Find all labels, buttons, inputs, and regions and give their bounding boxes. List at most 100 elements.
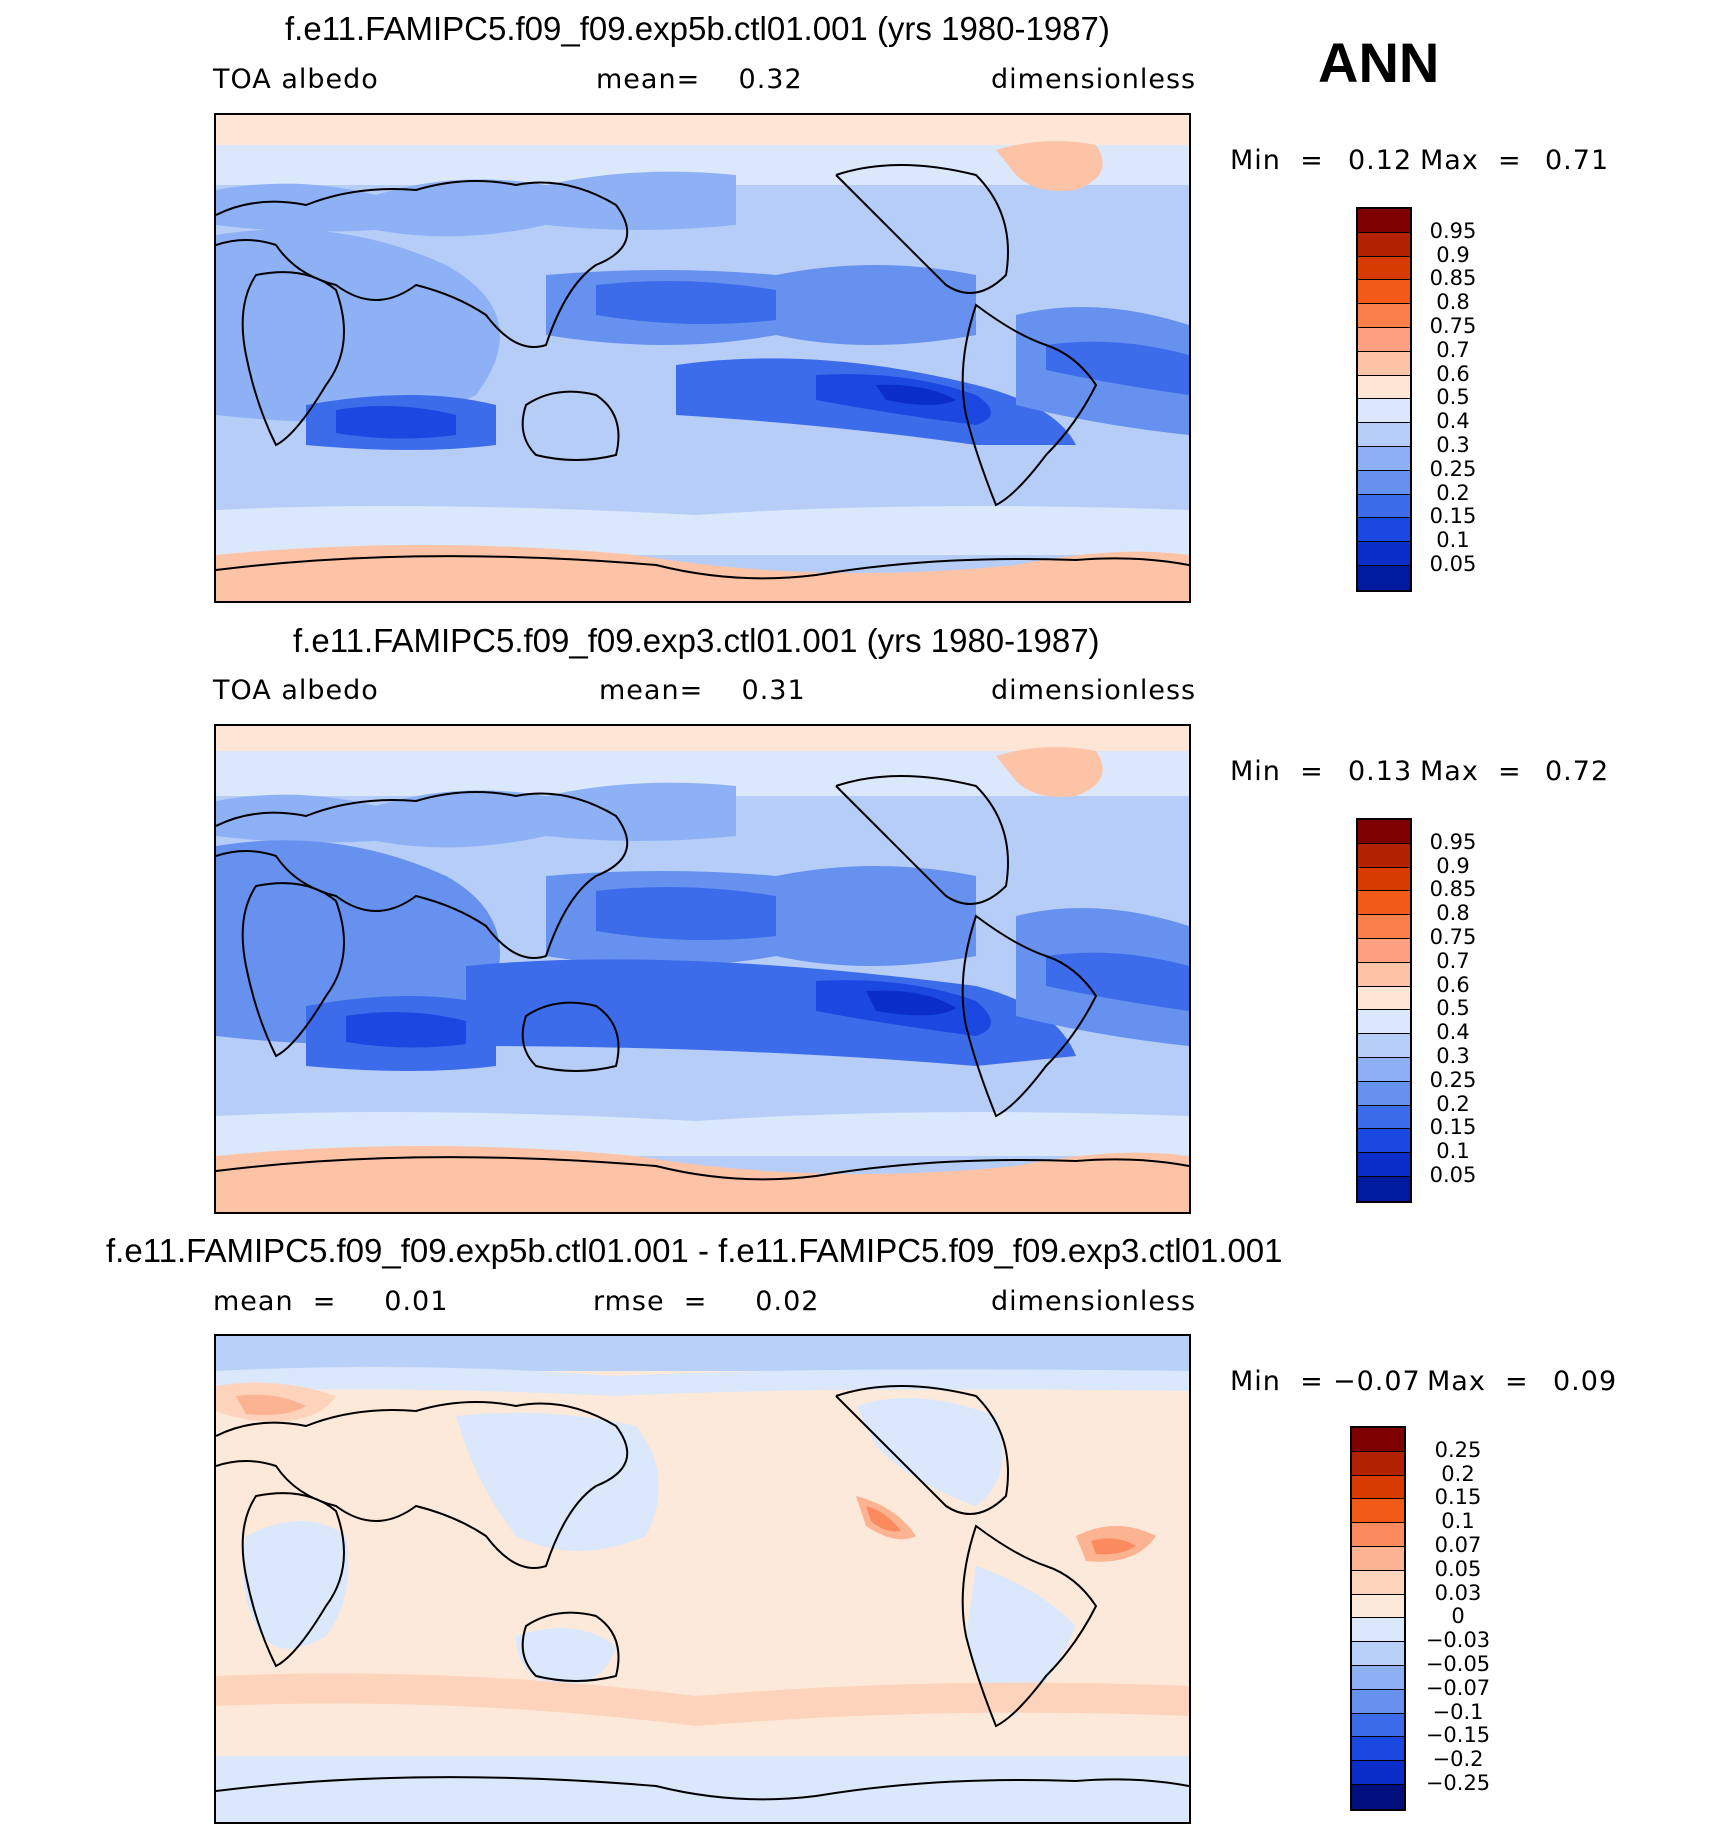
- colorbar-swatch: [1358, 938, 1410, 963]
- colorbar-swatch: [1358, 867, 1410, 892]
- colorbar-swatch: [1358, 1153, 1410, 1177]
- colorbar-tick-label: 0.05: [1434, 1556, 1482, 1581]
- colorbar-swatch: [1358, 232, 1410, 257]
- colorbar-swatch: [1358, 542, 1410, 566]
- colorbar-swatch: [1358, 1176, 1410, 1201]
- colorbar-tick-label: 0.07: [1434, 1533, 1482, 1557]
- colorbar-tick-label: 0.1: [1436, 1139, 1470, 1164]
- colorbar-tick-label: 0: [1451, 1604, 1465, 1629]
- panel1-max-value: 0.71: [1545, 145, 1610, 176]
- colorbar-swatch: [1358, 494, 1410, 519]
- panel2-variable-label: TOA albedo: [213, 675, 379, 706]
- panel1-colorbar: [1356, 207, 1412, 592]
- colorbar-swatch: [1358, 327, 1410, 352]
- colorbar-swatch: [1352, 1451, 1404, 1476]
- colorbar-swatch: [1358, 820, 1410, 844]
- colorbar-tick-label: 0.85: [1429, 877, 1477, 902]
- colorbar-swatch: [1352, 1665, 1404, 1690]
- colorbar-tick-label: 0.15: [1429, 1115, 1477, 1140]
- colorbar-tick-label: −0.25: [1425, 1771, 1491, 1795]
- colorbar-tick-label: 0.75: [1429, 314, 1477, 338]
- colorbar-tick-label: 0.25: [1429, 1067, 1477, 1092]
- colorbar-swatch: [1352, 1689, 1404, 1714]
- panel2-map: [214, 724, 1191, 1214]
- colorbar-swatch: [1352, 1499, 1404, 1524]
- panel1-max-label: Max =: [1420, 145, 1522, 176]
- colorbar-swatch: [1358, 470, 1410, 495]
- colorbar-swatch: [1352, 1523, 1404, 1547]
- panel3-rmse-label: rmse = 0.02: [593, 1286, 820, 1317]
- panel2-min-value: 0.13: [1348, 756, 1413, 787]
- colorbar-swatch: [1358, 351, 1410, 376]
- panel2-mean-label: mean= 0.31: [599, 675, 806, 706]
- colorbar-tick-label: 0.85: [1429, 266, 1477, 291]
- colorbar-swatch: [1358, 843, 1410, 868]
- panel3-min-value: −0.07: [1333, 1366, 1421, 1397]
- colorbar-tick-label: 0.8: [1436, 901, 1470, 926]
- colorbar-swatch: [1352, 1737, 1404, 1762]
- colorbar-swatch: [1358, 1057, 1410, 1082]
- colorbar-tick-label: 0.4: [1436, 409, 1470, 434]
- colorbar-tick-label: 0.75: [1429, 925, 1477, 949]
- colorbar-swatch: [1352, 1546, 1404, 1571]
- colorbar-tick-label: 0.2: [1436, 480, 1470, 505]
- panel3-units-label: dimensionless: [991, 1286, 1197, 1317]
- colorbar-tick-label: 0.1: [1436, 528, 1470, 553]
- colorbar-tick-label: 0.25: [1429, 456, 1477, 481]
- colorbar-swatch: [1358, 891, 1410, 916]
- colorbar-tick-label: −0.07: [1425, 1675, 1491, 1700]
- panel1-units-label: dimensionless: [991, 64, 1197, 95]
- colorbar-tick-label: −0.15: [1425, 1723, 1491, 1748]
- colorbar-swatch: [1358, 375, 1410, 400]
- colorbar-tick-label: 0.2: [1436, 1091, 1470, 1116]
- colorbar-swatch: [1358, 280, 1410, 305]
- colorbar-tick-label: 0.9: [1436, 853, 1470, 878]
- colorbar-tick-label: −0.1: [1432, 1699, 1484, 1724]
- colorbar-tick-label: 0.2: [1441, 1461, 1475, 1486]
- panel1-variable-label: TOA albedo: [213, 64, 379, 95]
- colorbar-tick-label: 0.95: [1429, 829, 1477, 854]
- colorbar-swatch: [1358, 256, 1410, 281]
- season-label: ANN: [1318, 31, 1440, 94]
- colorbar-swatch: [1358, 304, 1410, 328]
- colorbar-swatch: [1352, 1594, 1404, 1619]
- colorbar-tick-label: 0.9: [1436, 242, 1470, 267]
- panel3-mean-label: mean = 0.01: [213, 1286, 449, 1317]
- colorbar-swatch: [1358, 209, 1410, 233]
- colorbar-tick-label: 0.4: [1436, 1020, 1470, 1045]
- colorbar-tick-label: 0.8: [1436, 290, 1470, 315]
- colorbar-tick-label: −0.05: [1425, 1652, 1491, 1676]
- colorbar-swatch: [1352, 1784, 1404, 1809]
- colorbar-swatch: [1358, 399, 1410, 424]
- colorbar-swatch: [1358, 1129, 1410, 1154]
- panel2-colorbar: [1356, 818, 1412, 1203]
- panel2-max-value: 0.72: [1545, 756, 1610, 787]
- panel1-map: [214, 113, 1191, 603]
- colorbar-tick-label: 0.03: [1434, 1580, 1482, 1605]
- colorbar-tick-label: 0.95: [1429, 218, 1477, 243]
- colorbar-tick-label: 0.05: [1429, 1163, 1477, 1187]
- panel3-map: [214, 1334, 1191, 1824]
- colorbar-tick-label: 0.7: [1436, 337, 1470, 362]
- colorbar-tick-label: 0.1: [1441, 1509, 1475, 1534]
- colorbar-swatch: [1358, 446, 1410, 471]
- panel1-min-value: 0.12: [1348, 145, 1413, 176]
- colorbar-swatch: [1352, 1428, 1404, 1452]
- panel3-min-label: Min =: [1230, 1366, 1324, 1397]
- colorbar-tick-label: 0.5: [1436, 385, 1470, 410]
- colorbar-swatch: [1358, 962, 1410, 987]
- panel3-max-value: 0.09: [1553, 1366, 1618, 1397]
- panel2-title: f.e11.FAMIPC5.f09_f09.exp3.ctl01.001 (yr…: [293, 622, 1100, 659]
- colorbar-swatch: [1358, 518, 1410, 543]
- panel2-units-label: dimensionless: [991, 675, 1197, 706]
- panel1-mean-label: mean= 0.32: [596, 64, 803, 95]
- colorbar-tick-label: 0.6: [1436, 361, 1470, 386]
- colorbar-swatch: [1352, 1618, 1404, 1643]
- colorbar-tick-label: 0.25: [1434, 1437, 1482, 1462]
- colorbar-swatch: [1358, 423, 1410, 447]
- colorbar-tick-label: 0.15: [1429, 504, 1477, 529]
- colorbar-tick-label: 0.5: [1436, 996, 1470, 1021]
- colorbar-tick-label: 0.15: [1434, 1485, 1482, 1510]
- colorbar-swatch: [1352, 1475, 1404, 1500]
- colorbar-swatch: [1358, 1034, 1410, 1058]
